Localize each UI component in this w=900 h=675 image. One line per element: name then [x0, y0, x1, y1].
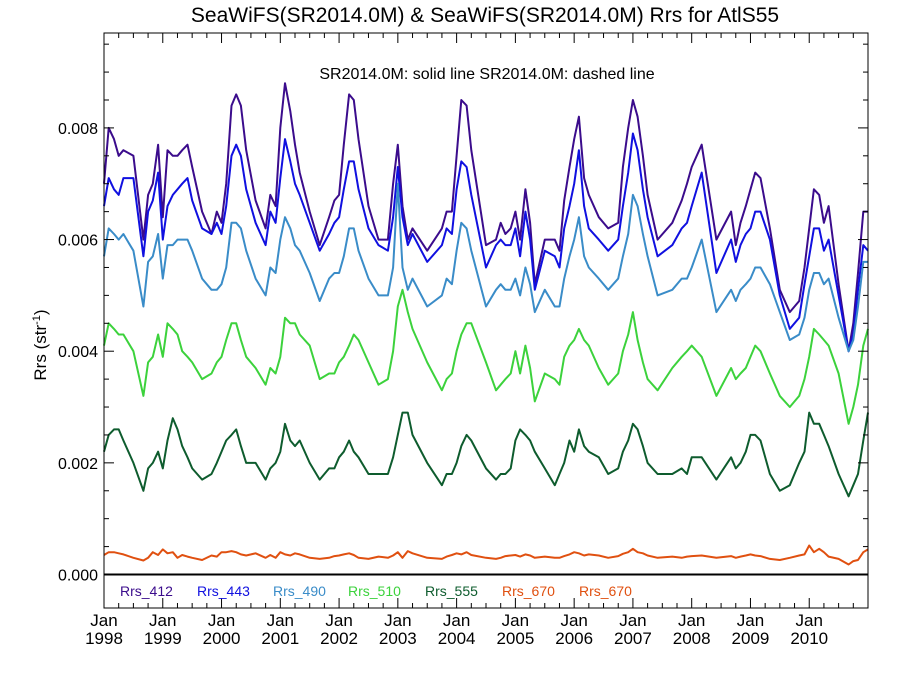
x-tick-month-label: Jan — [737, 611, 764, 630]
x-tick-year-label: 2007 — [614, 629, 652, 648]
x-tick-month-label: Jan — [149, 611, 176, 630]
x-tick-month-label: Jan — [384, 611, 411, 630]
x-tick-year-label: 2008 — [673, 629, 711, 648]
legend-entry: Rrs_510 — [348, 583, 401, 599]
legend-entry: Rrs_670 — [579, 583, 632, 599]
legend-entry: Rrs_412 — [120, 583, 173, 599]
legend-entry: Rrs_443 — [197, 583, 250, 599]
x-tick-year-label: 2004 — [438, 629, 476, 648]
y-tick-label: 0.006 — [58, 233, 98, 250]
series-line-rrs-670 — [103, 544, 869, 566]
y-tick-label: 0.008 — [58, 121, 98, 138]
y-axis-label: Rrs (str-1) — [31, 309, 50, 380]
x-tick-year-label: 2000 — [203, 629, 241, 648]
x-tick-month-label: Jan — [502, 611, 529, 630]
plot-area: 0.0000.0020.0040.0060.008Jan1998Jan1999J… — [58, 32, 869, 648]
legend-entry: Rrs_670 — [502, 583, 555, 599]
x-tick-year-label: 2002 — [320, 629, 358, 648]
x-tick-year-label: 2010 — [790, 629, 828, 648]
series-line-rrs-412 — [103, 82, 868, 353]
x-tick-month-label: Jan — [619, 611, 646, 630]
x-tick-year-label: 2001 — [261, 629, 299, 648]
y-tick-label: 0.002 — [58, 456, 98, 473]
y-tick-label: 0.000 — [58, 568, 98, 585]
x-tick-year-label: 2006 — [555, 629, 593, 648]
x-tick-month-label: Jan — [325, 611, 352, 630]
x-tick-month-label: Jan — [208, 611, 235, 630]
legend-entry: Rrs_490 — [273, 583, 326, 599]
series-line-rrs-510 — [103, 288, 869, 425]
x-tick-month-label: Jan — [267, 611, 294, 630]
y-tick-label: 0.004 — [58, 344, 98, 361]
y-axis-label-close: ) — [31, 309, 50, 315]
y-axis-label-sup: -1 — [31, 315, 43, 325]
series-line-rrs-555 — [103, 411, 869, 498]
x-tick-year-label: 2003 — [379, 629, 417, 648]
legend-entry: Rrs_555 — [425, 583, 478, 599]
x-tick-month-label: Jan — [560, 611, 587, 630]
chart-annotation: SR2014.0M: solid line SR2014.0M: dashed … — [319, 66, 654, 83]
x-tick-year-label: 1999 — [144, 629, 182, 648]
x-tick-month-label: Jan — [443, 611, 470, 630]
series-line-rrs-490 — [103, 182, 868, 353]
plot-frame — [103, 32, 869, 609]
x-tick-month-label: Jan — [90, 611, 117, 630]
x-tick-year-label: 2009 — [732, 629, 770, 648]
chart-title: SeaWiFS(SR2014.0M) & SeaWiFS(SR2014.0M) … — [191, 4, 779, 27]
x-tick-year-label: 2005 — [496, 629, 534, 648]
x-tick-month-label: Jan — [678, 611, 705, 630]
series-line-rrs-443 — [103, 132, 869, 353]
x-tick-month-label: Jan — [796, 611, 823, 630]
x-tick-year-label: 1998 — [85, 629, 123, 648]
series-group — [103, 82, 869, 566]
y-axis-label-main: Rrs (str — [31, 325, 50, 381]
